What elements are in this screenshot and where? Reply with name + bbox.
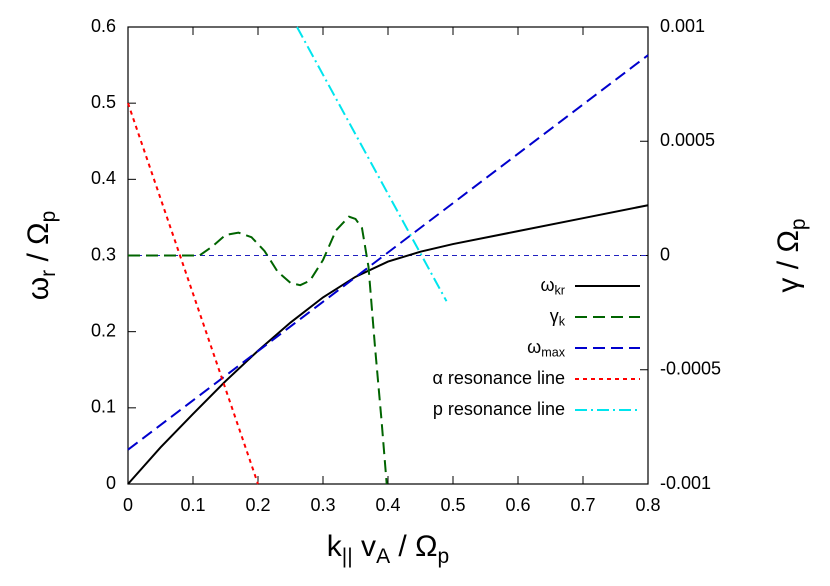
text-part: ω [527, 337, 541, 357]
text-part: γ [550, 306, 559, 326]
legend-label: α resonance line [433, 368, 566, 388]
subscript: max [541, 346, 565, 360]
text-part: ω [22, 277, 55, 300]
text-part: v [353, 530, 376, 563]
y2-axis-label: γ / Ωp [772, 218, 810, 292]
text-part: ω [540, 275, 554, 295]
legend-label: p resonance line [433, 399, 565, 419]
x-tick-label: 0.1 [180, 495, 205, 515]
x-tick-label: 0 [123, 495, 133, 515]
series-line [127, 102, 259, 485]
subscript: kr [555, 284, 566, 298]
y-tick-label: 0.5 [91, 92, 116, 112]
subscript: k [559, 315, 566, 329]
x-tick-label: 0.7 [570, 495, 595, 515]
x-tick-label: 0.3 [310, 495, 335, 515]
x-tick-label: 0.5 [440, 495, 465, 515]
legend-label: ωkr [540, 275, 565, 298]
text-part: p resonance line [433, 399, 565, 419]
y-tick-label: 0.3 [91, 244, 116, 264]
series-line [127, 54, 649, 451]
subscript: r [37, 270, 60, 277]
y-tick-label: 0 [106, 473, 116, 493]
y-tick-label: 0.6 [91, 16, 116, 36]
y-axis-label: ωr / Ωp [22, 211, 60, 301]
x-tick-label: 0.8 [635, 495, 660, 515]
y2-tick-label: 0 [660, 244, 670, 264]
subscript: p [787, 218, 810, 230]
text-part: k [327, 530, 343, 563]
y2-tick-label: -0.001 [660, 473, 711, 493]
y2-tick-label: -0.0005 [660, 359, 721, 379]
legend-label: ωmax [527, 337, 566, 360]
subscript: p [438, 545, 450, 568]
x-tick-label: 0.4 [375, 495, 400, 515]
y2-tick-label: 0.0005 [660, 130, 715, 150]
y-tick-label: 0.2 [91, 320, 116, 340]
y-tick-label: 0.4 [91, 168, 116, 188]
x-tick-label: 0.2 [245, 495, 270, 515]
y-tick-label: 0.1 [91, 397, 116, 417]
text-part: / Ω [390, 530, 437, 563]
series-line [128, 215, 388, 485]
subscript: || [342, 545, 353, 568]
text-part: α resonance line [433, 368, 566, 388]
series-line [127, 204, 649, 485]
subscript: p [37, 211, 60, 223]
series-line [296, 26, 448, 302]
x-axis-label: k|| vA / Ωp [327, 530, 449, 568]
y2-tick-label: 0.001 [660, 16, 705, 36]
text-part: / Ω [22, 222, 55, 269]
subscript: A [376, 545, 390, 568]
x-tick-label: 0.6 [505, 495, 530, 515]
text-part: γ / Ω [772, 230, 805, 292]
legend-label: γk [550, 306, 566, 329]
